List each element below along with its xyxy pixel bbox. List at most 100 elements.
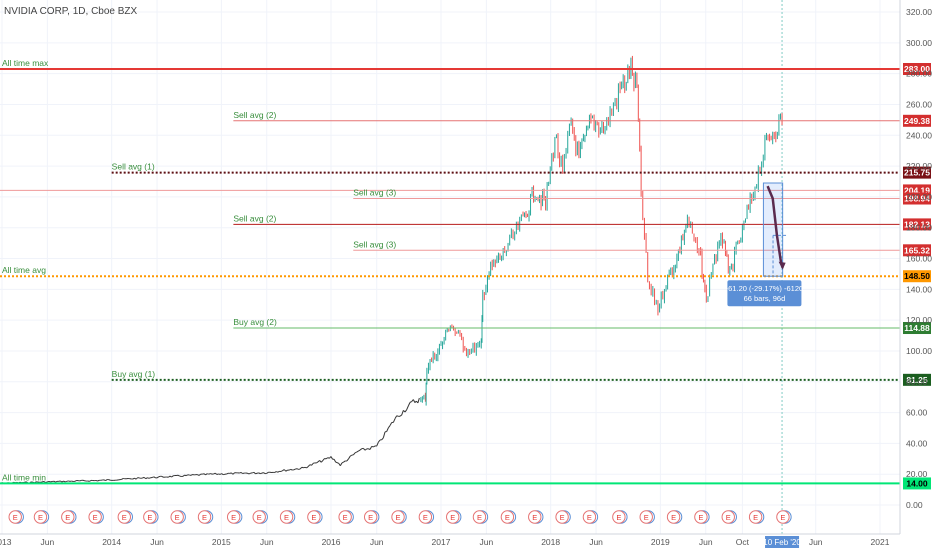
grid bbox=[0, 0, 900, 534]
level-label-sell_avg_3_mid: Sell avg (3) bbox=[353, 239, 396, 249]
y-tick-label: 320.00 bbox=[906, 7, 932, 17]
price-segment bbox=[373, 445, 376, 448]
earnings-label: E bbox=[780, 513, 785, 522]
level-badge-text-sell_avg_2_mid: 182.13 bbox=[904, 219, 930, 229]
price-segment bbox=[248, 472, 251, 475]
price-segment bbox=[298, 468, 301, 470]
level-badge-all_time_avg bbox=[903, 270, 931, 283]
price-segment bbox=[232, 472, 235, 475]
price-segment bbox=[290, 468, 293, 471]
level-badge-text-buy_avg_2: 114.88 bbox=[904, 323, 930, 333]
level-badge-text-sell_avg_1: 215.75 bbox=[904, 168, 930, 178]
price-segment bbox=[299, 466, 303, 470]
price-segment bbox=[316, 461, 319, 464]
price-segment bbox=[396, 415, 399, 417]
earnings-icon bbox=[197, 510, 212, 524]
x-tick-label: Jun bbox=[370, 537, 384, 547]
y-tick-label: 120.00 bbox=[906, 315, 932, 325]
earnings-label: E bbox=[753, 513, 758, 522]
price-segment bbox=[346, 458, 349, 462]
earnings-icon bbox=[363, 510, 378, 524]
crosshair-date-label: 10 Feb '20 bbox=[763, 538, 801, 547]
price-segment bbox=[79, 479, 82, 482]
price-segment bbox=[409, 401, 412, 403]
y-tick-label: 220.00 bbox=[906, 161, 932, 171]
price-segment bbox=[399, 414, 402, 417]
earnings-label: E bbox=[671, 513, 676, 522]
x-tick-label: 2018 bbox=[541, 537, 560, 547]
price-segment bbox=[349, 454, 353, 457]
measure-label-bars: 66 bars, 96d bbox=[744, 294, 786, 303]
level-badge-text-line_204: 204.19 bbox=[904, 185, 930, 195]
price-segment bbox=[108, 479, 111, 481]
level-label-sell_avg_2_top: Sell avg (2) bbox=[233, 110, 276, 120]
price-segment bbox=[348, 455, 351, 460]
price-segment bbox=[190, 474, 193, 476]
price-segment bbox=[392, 418, 396, 423]
price-segment bbox=[255, 472, 258, 475]
measure-label-box bbox=[727, 280, 802, 307]
price-segment bbox=[282, 469, 285, 471]
price-segment bbox=[219, 473, 222, 475]
price-segment bbox=[358, 449, 361, 452]
price-segment bbox=[368, 448, 371, 450]
earnings-label: E bbox=[343, 513, 348, 522]
price-segment bbox=[382, 431, 386, 438]
measure-label-change: -61.20 (-29.17%) -6120 bbox=[726, 284, 804, 293]
earnings-label: E bbox=[311, 513, 316, 522]
price-segment bbox=[276, 471, 279, 473]
price-segment bbox=[353, 452, 356, 456]
price-segment bbox=[169, 475, 172, 478]
y-tick-label: 140.00 bbox=[906, 284, 932, 294]
price-segment bbox=[153, 476, 156, 479]
price-segment bbox=[185, 474, 189, 477]
x-tick-label: Oct bbox=[736, 537, 750, 547]
price-segment bbox=[258, 472, 261, 475]
y-tick-label: 160.00 bbox=[906, 254, 932, 264]
level-badge-buy_avg_2 bbox=[903, 322, 931, 335]
price-segment bbox=[362, 448, 366, 451]
price-segment bbox=[341, 461, 344, 464]
earnings-icon bbox=[694, 510, 708, 524]
price-segment bbox=[356, 450, 359, 453]
earnings-icon bbox=[307, 510, 321, 524]
y-tick-label: 280.00 bbox=[906, 69, 932, 79]
y-tick-label: 60.00 bbox=[906, 408, 928, 418]
price-segment bbox=[253, 471, 256, 475]
level-badge-text-all_time_min: 14.00 bbox=[906, 478, 928, 488]
level-label-buy_avg_2: Buy avg (2) bbox=[233, 317, 277, 327]
earnings-icon bbox=[721, 510, 735, 524]
earnings-icon bbox=[555, 510, 569, 524]
price-segment bbox=[387, 425, 391, 429]
price-segment bbox=[285, 469, 288, 472]
earnings-label: E bbox=[147, 513, 152, 522]
crosshair-date-badge bbox=[765, 536, 800, 548]
y-tick-label: 260.00 bbox=[906, 99, 932, 109]
price-segment bbox=[283, 469, 287, 472]
earnings-label: E bbox=[175, 513, 180, 522]
chart-title: NVIDIA CORP, 1D, Cboe BZX bbox=[4, 6, 138, 17]
y-tick-label: 180.00 bbox=[906, 223, 932, 233]
price-segment bbox=[63, 480, 66, 483]
price-segment bbox=[43, 481, 47, 484]
price-segment bbox=[230, 472, 234, 475]
price-segment bbox=[306, 466, 309, 469]
earnings-icon bbox=[639, 510, 653, 524]
x-tick-label: 2017 bbox=[432, 537, 451, 547]
price-segment bbox=[307, 464, 311, 467]
x-tick-label: Jun bbox=[260, 537, 274, 547]
price-segment bbox=[263, 472, 266, 475]
price-segment bbox=[60, 480, 63, 483]
y-tick-label: 300.00 bbox=[906, 38, 932, 48]
earnings-label: E bbox=[726, 513, 731, 522]
level-badge-all_time_max bbox=[903, 63, 931, 76]
earnings-label: E bbox=[38, 513, 43, 522]
price-segment bbox=[95, 479, 98, 482]
x-tick-label: 2016 bbox=[322, 537, 341, 547]
earnings-icon bbox=[748, 510, 763, 524]
earnings-label: E bbox=[257, 513, 262, 522]
price-segment bbox=[389, 422, 393, 426]
earnings-label: E bbox=[396, 513, 401, 522]
